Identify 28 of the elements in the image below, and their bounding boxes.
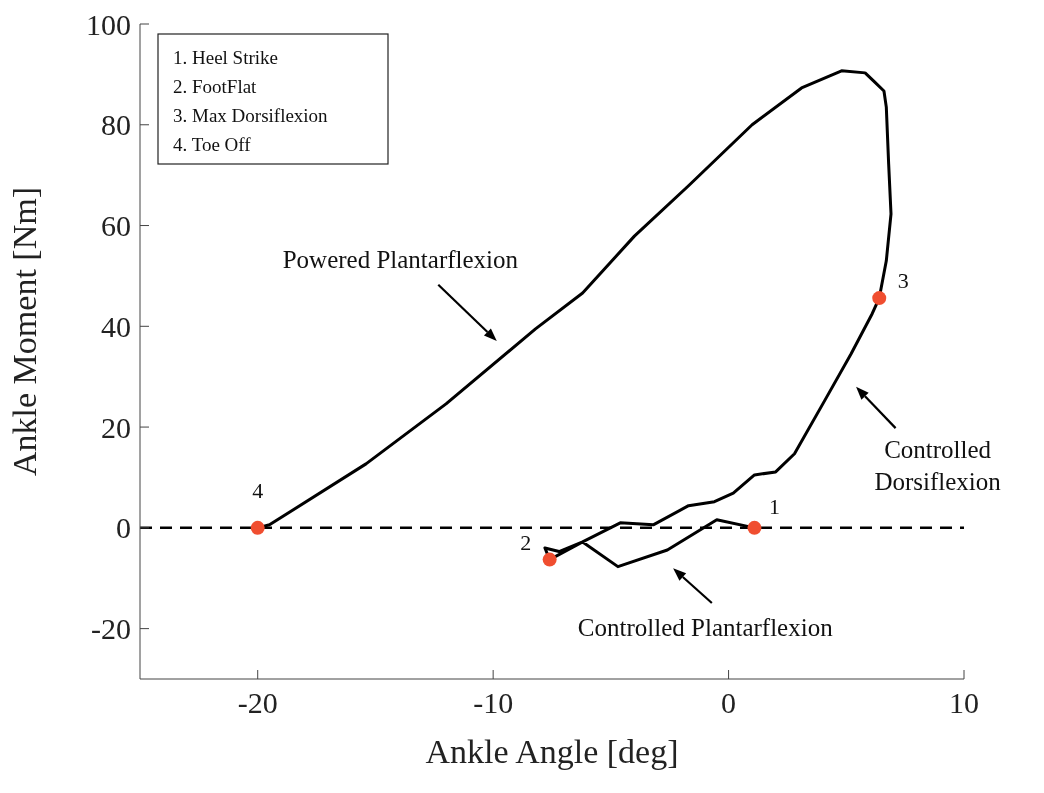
- point: [542, 552, 557, 567]
- point: [747, 520, 762, 535]
- annotation: Controlled Dorsiflexion: [874, 435, 1002, 495]
- annotation: 3. Max Dorsiflexion: [173, 105, 329, 126]
- annotation: Powered Plantarflexion: [282, 245, 519, 273]
- x-tick-label: 0: [721, 686, 737, 720]
- annotation: 1: [768, 493, 780, 519]
- y-tick-label: 0: [116, 511, 131, 545]
- x-tick-label: -10: [473, 686, 514, 720]
- point: [872, 291, 887, 306]
- y-tick-label: 40: [101, 309, 131, 343]
- x-tick-label: -20: [237, 686, 278, 720]
- x-tick-label: 10: [949, 686, 979, 720]
- point: [250, 520, 265, 535]
- y-tick-label: 60: [101, 209, 131, 243]
- annotation: Controlled Plantarflexion: [577, 613, 834, 641]
- y-tick-label: 20: [101, 410, 131, 444]
- y-tick-label: 80: [101, 108, 131, 142]
- y-tick-label: -20: [91, 612, 131, 646]
- y-axis-title: Ankle Moment [Nm]: [6, 187, 43, 476]
- annotation: 2. FootFlat: [173, 76, 258, 97]
- y-tick-label: 100: [86, 7, 131, 41]
- annotation: 1. Heel Strike: [173, 47, 279, 68]
- annotation: 2: [520, 529, 532, 555]
- annotation: 3: [897, 268, 909, 294]
- annotation: 4: [252, 477, 264, 503]
- x-axis-title: Ankle Angle [deg]: [425, 733, 679, 770]
- annotation: 4. Toe Off: [173, 134, 252, 155]
